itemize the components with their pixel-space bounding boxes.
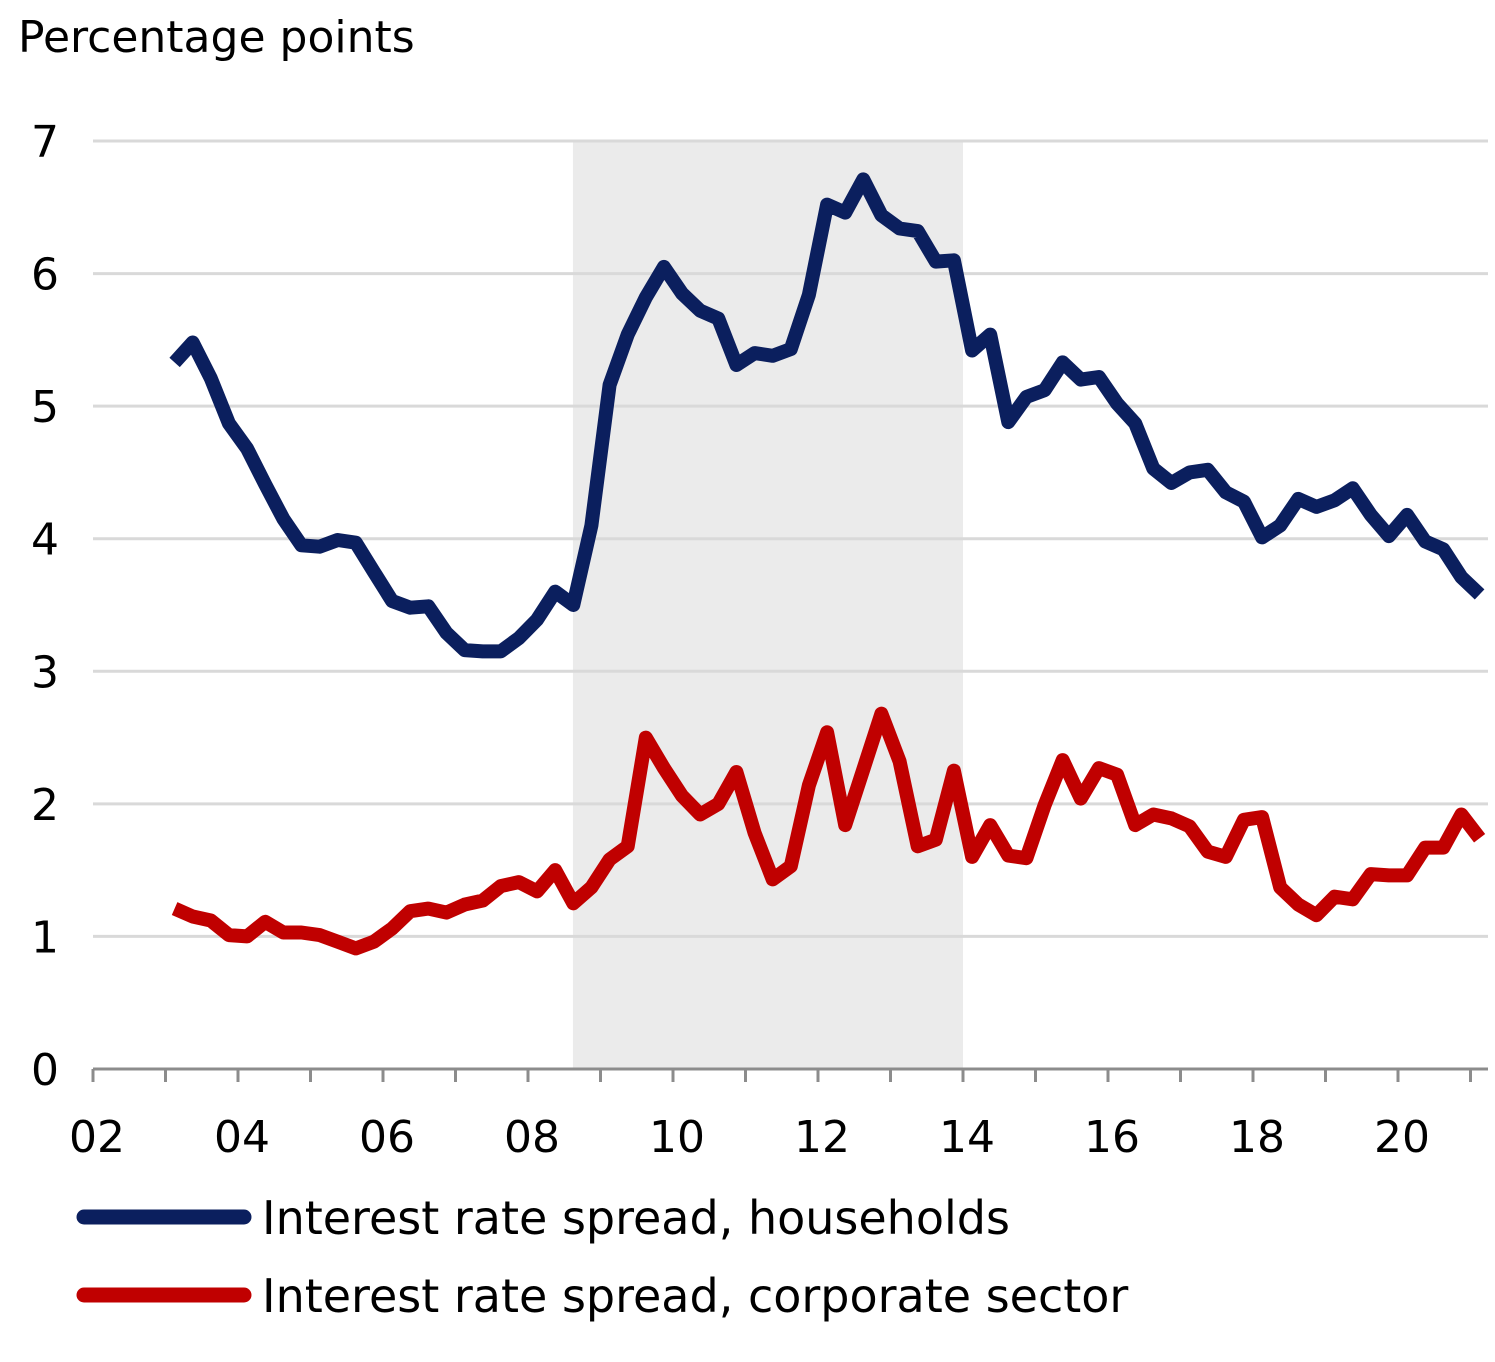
y-tick-label: 7 xyxy=(31,117,59,168)
x-tick-label: 08 xyxy=(504,1112,560,1163)
y-tick-label: 0 xyxy=(31,1045,59,1096)
x-tick-label: 14 xyxy=(939,1112,995,1163)
x-tick-label: 12 xyxy=(794,1112,850,1163)
x-tick-label: 06 xyxy=(359,1112,415,1163)
x-tick-label: 20 xyxy=(1374,1112,1430,1163)
shaded-period xyxy=(572,141,963,1069)
y-tick-label: 3 xyxy=(31,647,59,698)
y-tick-label: 1 xyxy=(31,912,59,963)
y-tick-label: 2 xyxy=(31,780,59,831)
x-tick-label: 18 xyxy=(1229,1112,1285,1163)
y-tick-label: 6 xyxy=(31,250,59,301)
legend-label-corporate: Interest rate spread, corporate sector xyxy=(262,1269,1128,1323)
y-axis-title: Percentage points xyxy=(18,12,415,63)
x-tick-label: 10 xyxy=(649,1112,705,1163)
y-tick-label: 5 xyxy=(31,382,59,433)
x-tick-label: 02 xyxy=(69,1112,125,1163)
y-tick-label: 4 xyxy=(31,515,59,566)
x-tick-label: 16 xyxy=(1084,1112,1140,1163)
x-tick-label: 04 xyxy=(214,1112,270,1163)
legend: Interest rate spread, households Interes… xyxy=(76,1191,1128,1323)
legend-label-households: Interest rate spread, households xyxy=(262,1191,1010,1245)
